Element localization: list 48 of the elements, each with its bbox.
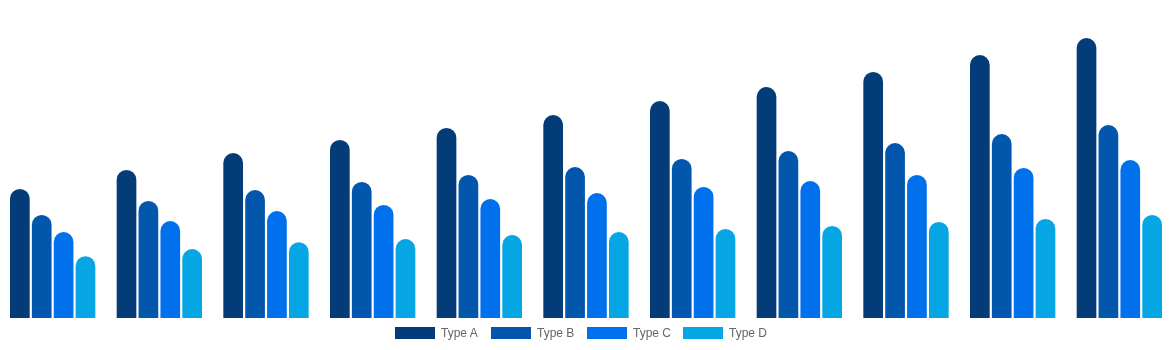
bar [1013,167,1034,318]
bar [587,193,607,318]
bar [31,214,52,318]
bar [928,221,949,318]
bar [480,199,501,318]
bar [138,200,159,318]
bar [53,232,74,318]
legend-label: Type C [633,326,672,340]
bar [373,204,394,318]
legend-label: Type A [441,326,478,340]
bar [116,169,137,318]
bar [800,181,821,318]
legend-label: Type D [729,326,768,340]
bar [395,239,416,318]
bar [543,115,564,318]
bar [822,225,842,318]
bar [1076,38,1097,318]
bar [223,153,244,318]
bar [288,242,309,318]
bar [458,174,479,318]
bar [863,71,884,318]
bar [671,158,692,318]
bar [650,101,670,318]
bar [1142,214,1162,318]
bar [991,134,1012,318]
bar [756,87,777,318]
bar [330,139,350,318]
bar [778,151,799,318]
bar [608,232,629,318]
bar [715,228,736,318]
bar [885,143,905,318]
bar [245,190,265,318]
bar [565,167,585,318]
bar [267,211,287,318]
bar [1120,160,1141,318]
bar [75,256,96,318]
bar [502,235,522,318]
bar [436,127,457,318]
bar [1035,218,1056,318]
bar [351,181,372,318]
bar [10,188,30,318]
bar [693,186,714,318]
bar [907,174,927,318]
bar [160,221,181,318]
legend-label: Type B [537,326,575,340]
bar [970,55,990,318]
bar [182,249,202,318]
bar [1098,125,1119,318]
